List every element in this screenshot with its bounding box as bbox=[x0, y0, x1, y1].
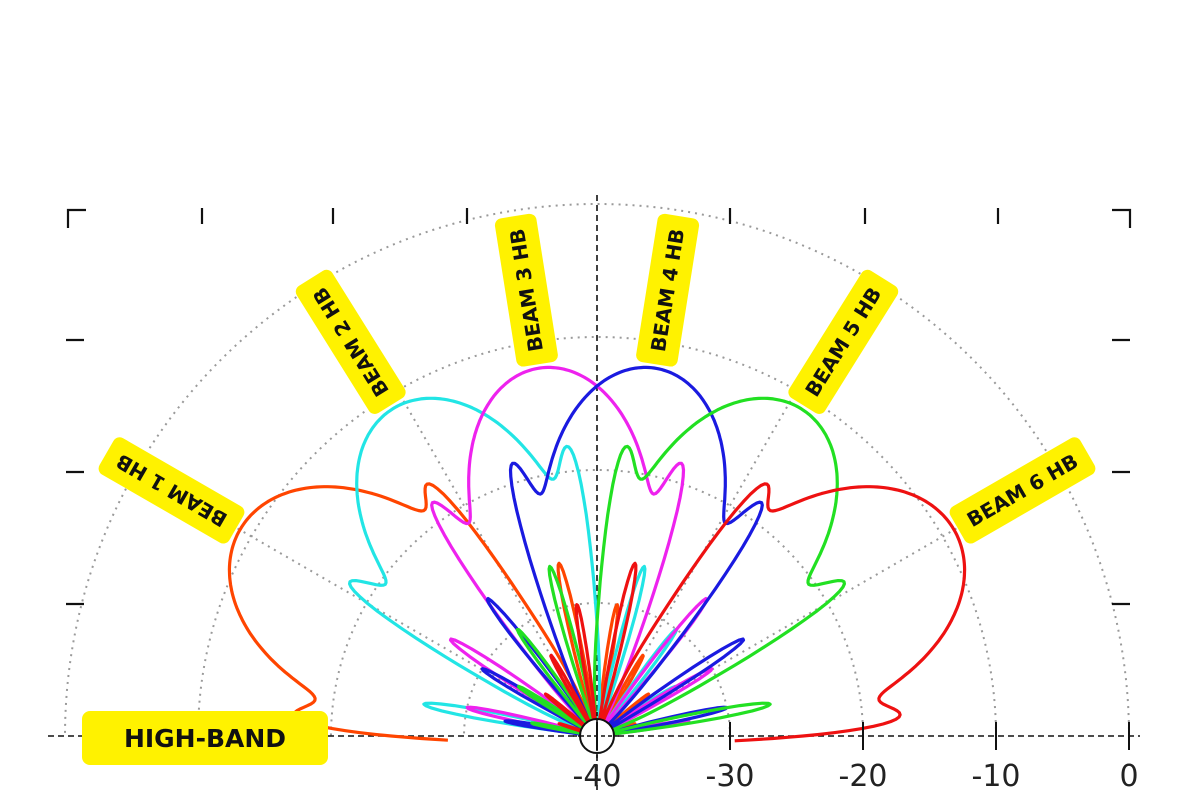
frame-corner bbox=[1112, 208, 1132, 228]
beam-label-4: BEAM 4 HB bbox=[636, 213, 700, 367]
beam-label-text: BEAM 2 HB bbox=[308, 283, 394, 401]
grid-spoke bbox=[330, 274, 598, 737]
beam-pattern-6 bbox=[543, 482, 967, 743]
beam-label-text: BEAM 5 HB bbox=[800, 283, 886, 401]
beam-label-box bbox=[494, 213, 558, 367]
radial-tick-label: -20 bbox=[839, 759, 888, 791]
beam-label-box bbox=[788, 269, 899, 414]
beam-label-5: BEAM 5 HB bbox=[788, 269, 899, 414]
beam-label-box bbox=[98, 437, 245, 544]
radial-tick-label: -40 bbox=[573, 759, 622, 791]
grid-ring bbox=[197, 336, 997, 737]
band-label-box bbox=[82, 711, 328, 765]
frame-corner bbox=[66, 208, 86, 228]
radial-tick-label: -10 bbox=[972, 759, 1021, 791]
beam-label-1: BEAM 1 HB bbox=[98, 437, 245, 544]
plot-frame bbox=[66, 208, 1132, 606]
beam-label-6: BEAM 6 HB bbox=[949, 437, 1096, 544]
band-label-text: HIGH-BAND bbox=[124, 724, 286, 753]
radial-tick-labels: -40 -30 -20 -10 0 bbox=[573, 722, 1139, 791]
beam-label-3: BEAM 3 HB bbox=[494, 213, 558, 367]
beam-label-box bbox=[295, 269, 406, 414]
beam-pattern-5 bbox=[515, 396, 846, 738]
band-label: HIGH-BAND bbox=[82, 711, 328, 765]
beam-pattern-2 bbox=[348, 396, 679, 738]
grid-spoke bbox=[596, 274, 864, 737]
beam-label-box bbox=[949, 437, 1096, 544]
radial-tick-label: 0 bbox=[1119, 759, 1138, 791]
beam-patterns bbox=[227, 365, 967, 743]
beam-label-2: BEAM 2 HB bbox=[295, 269, 406, 414]
beam-label-box bbox=[636, 213, 700, 367]
radial-tick-label: -30 bbox=[706, 759, 755, 791]
